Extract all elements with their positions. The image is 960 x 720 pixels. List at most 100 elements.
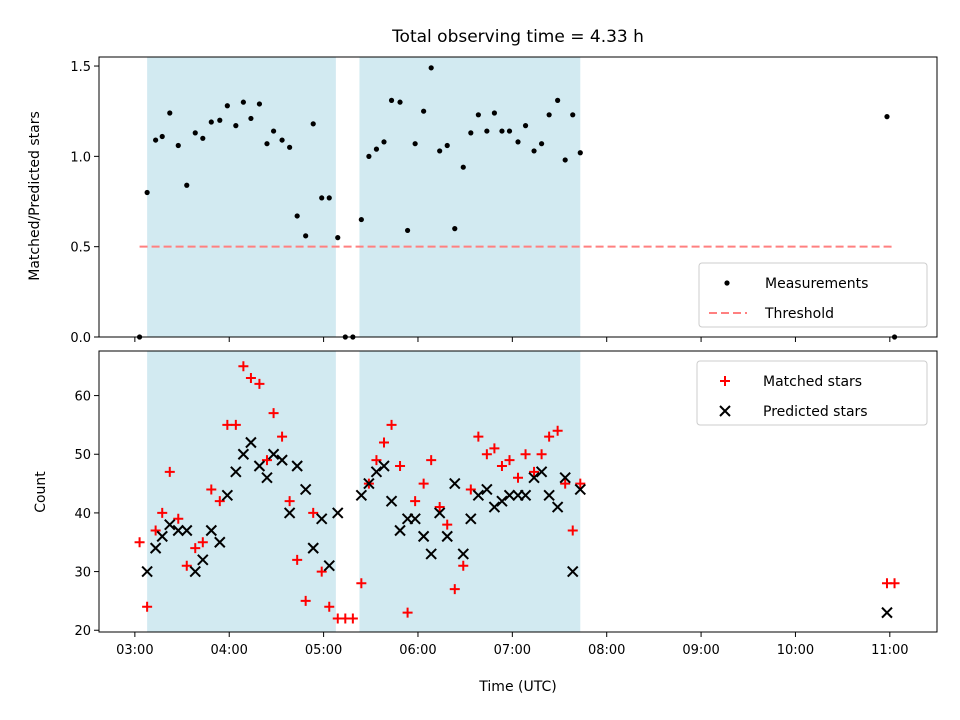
measurements-point — [562, 157, 568, 163]
y-tick-label: 50 — [74, 448, 91, 463]
x-tick-label: 04:00 — [210, 643, 247, 658]
matched-stars-point — [206, 484, 217, 495]
predicted-stars-point — [433, 507, 446, 519]
matched-stars-legend-swatch — [720, 376, 730, 386]
predicted-stars-point — [189, 565, 201, 578]
measurements-point — [233, 123, 239, 129]
matched-stars-point — [150, 525, 161, 536]
predicted-stars-point — [253, 460, 266, 472]
measurements-point — [264, 141, 270, 147]
matched-stars-point — [410, 496, 421, 507]
predicted-stars-point — [881, 606, 893, 619]
measurements-point — [555, 97, 561, 103]
measurements-point — [144, 189, 150, 196]
matched-stars-point — [356, 578, 367, 589]
measurements-point — [538, 141, 545, 147]
measurements-point — [153, 137, 159, 143]
y-tick-label: 60 — [74, 390, 91, 405]
matched-stars-point — [449, 584, 460, 595]
measurements-point — [159, 133, 165, 140]
matched-stars-point — [481, 449, 492, 460]
predicted-stars-point — [519, 489, 532, 502]
measurements-point — [499, 128, 505, 134]
matched-stars-point — [496, 460, 507, 471]
predicted-stars-point — [472, 489, 485, 502]
matched-stars-point — [347, 613, 358, 624]
matched-stars-point — [300, 595, 311, 606]
measurements-point — [335, 235, 341, 241]
measurements-point — [184, 182, 190, 188]
measurements-point — [303, 233, 309, 239]
measurements-point — [452, 226, 458, 232]
x-tick-label: 10:00 — [777, 643, 814, 658]
measurements-point — [515, 139, 521, 145]
measurements-point — [577, 150, 583, 156]
matched-stars-point — [418, 478, 429, 489]
predicted-stars-point — [323, 560, 335, 572]
measurements-point — [208, 119, 214, 125]
measurements-point — [475, 112, 481, 118]
matched-stars-point — [513, 472, 523, 483]
matched-stars-point — [222, 419, 233, 430]
measurements-point — [167, 110, 173, 116]
measurements-point — [397, 99, 403, 105]
matched-stars-point — [173, 513, 184, 524]
matched-stars-point — [473, 431, 484, 442]
matched-stars-point — [261, 455, 272, 466]
predicted-stars-point — [409, 513, 421, 525]
legend-box — [696, 360, 928, 426]
matched-stars-point — [575, 478, 586, 489]
axes-frame — [98, 56, 938, 338]
predicted-stars-point — [574, 483, 586, 496]
predicted-stars-point — [197, 554, 209, 566]
predicted-stars-point — [488, 501, 501, 513]
predicted-stars-point — [535, 466, 548, 478]
predicted-stars-point — [149, 542, 162, 554]
predicted-stars-point — [503, 489, 516, 502]
predicted-stars-point — [172, 524, 184, 537]
matched-stars-point — [308, 507, 319, 518]
measurements-point — [570, 112, 576, 118]
predicted-stars-point — [230, 466, 242, 478]
matched-stars-point — [395, 460, 406, 471]
y-tick-label: 30 — [74, 566, 91, 581]
predicted-stars-point — [291, 460, 303, 472]
measurements-point — [388, 97, 395, 103]
measurements-point — [279, 137, 285, 143]
predicted-stars-point — [261, 472, 273, 484]
matched-stars-point — [560, 478, 571, 489]
matched-stars-point — [536, 449, 547, 460]
matched-stars-point — [316, 566, 327, 577]
measurements-point — [428, 65, 434, 71]
matched-stars-point — [402, 607, 413, 618]
measurements-point — [326, 195, 332, 201]
measurements-point — [506, 128, 513, 134]
predicted-stars-point — [457, 548, 469, 560]
measurements-point — [248, 115, 254, 122]
predicted-stars-point — [551, 501, 564, 513]
y-tick-label: 1.0 — [70, 150, 91, 165]
matched-stars-legend-label: Matched stars — [763, 374, 862, 390]
matched-stars-point — [142, 601, 153, 612]
measurements-point — [175, 142, 181, 149]
predicted-stars-point — [276, 454, 288, 466]
measurements-point — [200, 135, 206, 141]
legend: Matched stars Predicted stars — [696, 360, 928, 426]
x-tick-label: 09:00 — [682, 643, 719, 658]
measurements-point — [491, 110, 498, 116]
predicted-stars-point — [245, 436, 257, 449]
predicted-stars-point — [543, 489, 555, 502]
measurements-point — [437, 148, 443, 154]
measurements-point — [256, 101, 263, 107]
measurements-legend-label: Measurements — [765, 276, 868, 292]
matched-stars-point — [889, 578, 900, 589]
predicted-stars-point — [425, 548, 437, 560]
predicted-stars-point — [441, 530, 453, 543]
observing-interval-shade — [359, 57, 581, 337]
predicted-stars-point — [299, 483, 312, 496]
measurements-point — [421, 108, 427, 114]
predicted-stars-point — [221, 489, 234, 502]
measurements-point — [287, 144, 293, 150]
matched-stars-point — [214, 496, 225, 507]
